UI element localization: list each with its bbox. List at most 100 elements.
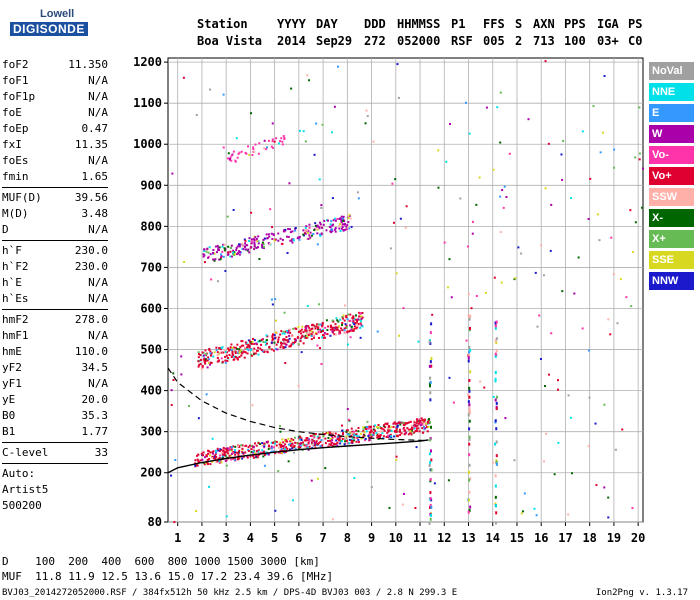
trace-point [222,351,225,354]
trace-point [270,445,273,448]
trace-point [340,327,343,330]
param-row: yE 20.0 [2,392,108,408]
param-row: h`F 230.0 [2,243,108,259]
trace-point [311,443,314,446]
trace-point [299,442,302,445]
trace-point [423,418,426,421]
trace-point [379,426,382,429]
trace-point [215,349,218,352]
trace-point [357,430,360,433]
trace-point [216,351,219,354]
trace-point [270,232,273,235]
trace-point [379,430,382,433]
trace-point [418,421,421,424]
noise-point [471,220,474,223]
trace-point [355,320,358,323]
trace-point [410,426,413,429]
trace-point [321,324,324,327]
streak-point [429,376,432,380]
param-key: D [2,223,9,236]
trace-point [273,341,276,344]
parameter-panel: foF2 11.350 foF1 N/A foF1p N/A foE N/A foEp 0.47 f… [2,57,108,514]
trace-point [372,428,375,431]
trace-point [379,436,382,439]
trace-point [413,420,416,423]
trace-point [294,340,297,343]
noise-point [459,197,462,200]
streak-point [494,324,497,328]
trace-point [342,314,345,317]
noise-point [466,245,469,248]
streak-point [428,421,431,425]
trace-point [378,433,381,436]
param-row: B1 1.77 [2,424,108,440]
noise-point [523,492,526,495]
noise-point [467,293,470,296]
noise-point [291,499,294,502]
streak-point [468,353,471,357]
trace-point [409,432,412,435]
noise-point [560,153,563,156]
param-value: 1.77 [81,425,109,438]
trace-point [407,428,410,431]
noise-point [571,472,574,475]
streak-point [430,425,433,429]
streak-point [468,386,471,390]
trace-point [324,332,327,335]
trace-point [251,454,254,457]
trace-point [213,455,216,458]
trace-point [226,447,229,450]
x-tick-label: 16 [534,531,548,545]
trace-point [297,343,300,346]
trace-point [310,330,313,333]
trace-point [333,217,336,220]
trace-point [280,137,283,140]
trace-point [276,340,279,343]
x-tick-label: 1 [174,531,181,545]
noise-point [337,65,340,68]
trace-point [214,453,217,456]
trace-point [198,363,201,366]
trace-point [294,338,297,341]
trace-point [238,352,241,355]
streak-point [429,398,432,402]
trace-point [327,325,330,328]
streak-point [429,491,432,495]
trace-point [221,360,224,363]
noise-point [631,251,634,254]
trace-point [312,324,315,327]
trace-point [240,344,243,347]
streak-point [429,438,432,442]
trace-point [229,346,232,349]
trace-point [236,343,239,346]
noise-point [205,393,208,396]
trace-point [338,439,341,442]
trace-point [328,443,331,446]
trace-point [292,238,295,241]
noise-point [501,189,504,192]
streak-point [494,419,497,423]
trace-point [237,451,240,454]
trace-point [238,348,241,351]
trace-point [330,435,333,438]
trace-point [279,140,282,143]
noise-point [195,113,198,116]
trace-point [426,430,429,433]
trace-point [230,343,233,346]
trace-point [350,427,353,430]
noise-point [437,149,440,152]
trace-point [253,150,256,153]
y-tick-label: 80 [148,515,162,529]
trace-point [341,321,344,324]
trace-point [247,145,250,148]
trace-point [336,435,339,438]
noise-point [324,467,327,470]
trace-point [282,346,285,349]
trace-point [353,323,356,326]
trace-point [340,220,343,223]
footer-distance-line: D 100 200 400 600 800 1000 1500 3000 [km… [2,555,320,568]
trace-point [207,348,210,351]
param-value: N/A [88,329,108,342]
trace-point [404,432,407,435]
trace-point [370,435,373,438]
